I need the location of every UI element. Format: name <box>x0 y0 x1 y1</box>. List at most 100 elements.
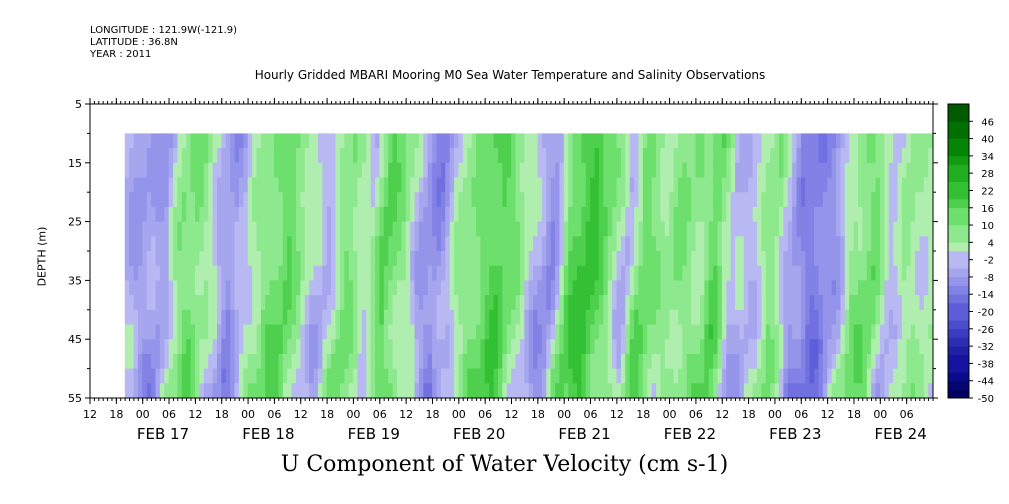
heatmap-cell <box>805 383 811 399</box>
heatmap-cell <box>612 221 617 237</box>
heatmap-cell <box>519 339 525 355</box>
heatmap-cell <box>901 148 907 164</box>
heatmap-cell <box>230 221 235 237</box>
heatmap-cell <box>686 265 692 281</box>
heatmap-cell <box>563 295 569 311</box>
heatmap-cell <box>805 206 811 222</box>
heatmap-cell <box>203 280 209 296</box>
heatmap-cell <box>572 383 578 399</box>
heatmap-cell <box>607 236 613 252</box>
heatmap-cell <box>770 133 775 149</box>
heatmap-cell <box>247 177 253 193</box>
heatmap-cell <box>124 162 130 178</box>
heatmap-cell <box>695 324 701 340</box>
heatmap-cell <box>563 353 569 369</box>
heatmap-cell <box>871 324 876 340</box>
heatmap-cell <box>410 177 415 193</box>
colorbar-swatch <box>948 216 969 226</box>
heatmap-cell <box>344 339 350 355</box>
heatmap-cell <box>151 339 156 355</box>
heatmap-cell <box>379 148 385 164</box>
heatmap-cell <box>774 251 780 267</box>
heatmap-cell <box>546 309 552 325</box>
heatmap-cell <box>260 177 266 193</box>
heatmap-cell <box>656 221 661 237</box>
heatmap-cell <box>291 148 297 164</box>
heatmap-cell <box>366 339 372 355</box>
heatmap-cell <box>195 280 200 296</box>
heatmap-cell <box>919 148 925 164</box>
heatmap-cell <box>436 280 442 296</box>
heatmap-cell <box>721 383 727 399</box>
heatmap-cell <box>695 251 701 267</box>
heatmap-cell <box>379 236 385 252</box>
heatmap-cell <box>748 295 754 311</box>
heatmap-cell <box>713 353 718 369</box>
heatmap-cell <box>550 236 556 252</box>
heatmap-cell <box>726 236 732 252</box>
heatmap-cell <box>177 383 183 399</box>
heatmap-cell <box>471 324 477 340</box>
heatmap-cell <box>770 251 775 267</box>
heatmap-cell <box>664 162 670 178</box>
heatmap-cell <box>840 162 846 178</box>
heatmap-cell <box>893 295 898 311</box>
heatmap-cell <box>682 177 688 193</box>
heatmap-cell <box>831 295 837 311</box>
heatmap-cell <box>717 324 723 340</box>
heatmap-cell <box>598 221 604 237</box>
heatmap-cell <box>379 324 385 340</box>
heatmap-cell <box>625 236 631 252</box>
heatmap-cell <box>721 309 727 325</box>
heatmap-cell <box>581 265 587 281</box>
heatmap-cell <box>563 324 569 340</box>
heatmap-cell <box>910 368 916 384</box>
heatmap-cell <box>344 383 350 399</box>
heatmap-cell <box>432 353 437 369</box>
heatmap-cell <box>370 339 376 355</box>
heatmap-cell <box>884 280 890 296</box>
heatmap-cell <box>550 309 556 325</box>
heatmap-cell <box>822 133 828 149</box>
heatmap-cell <box>287 251 293 267</box>
heatmap-cell <box>208 251 213 267</box>
heatmap-cell <box>858 192 863 208</box>
heatmap-cell <box>906 368 912 384</box>
heatmap-cell <box>484 295 490 311</box>
heatmap-cell <box>414 148 420 164</box>
heatmap-cell <box>691 295 696 311</box>
heatmap-cell <box>348 251 354 267</box>
heatmap-cell <box>901 339 907 355</box>
heatmap-cell <box>234 177 240 193</box>
heatmap-cell <box>309 280 314 296</box>
heatmap-cell <box>541 353 547 369</box>
heatmap-cell <box>142 192 148 208</box>
heatmap-cell <box>752 162 758 178</box>
heatmap-cell <box>888 324 894 340</box>
heatmap-cell <box>260 148 266 164</box>
heatmap-cell <box>598 353 604 369</box>
heatmap-cell <box>664 309 670 325</box>
heatmap-cell <box>260 192 266 208</box>
heatmap-cell <box>888 368 894 384</box>
heatmap-cell <box>528 280 534 296</box>
heatmap-cell <box>418 368 424 384</box>
heatmap-cell <box>493 324 499 340</box>
heatmap-cell <box>634 324 639 340</box>
heatmap-cell <box>322 251 328 267</box>
heatmap-cell <box>770 206 775 222</box>
heatmap-cell <box>739 206 745 222</box>
heatmap-cell <box>901 177 907 193</box>
heatmap-cell <box>357 148 363 164</box>
heatmap-cell <box>449 353 455 369</box>
heatmap-cell <box>836 309 841 325</box>
heatmap-cell <box>221 206 227 222</box>
heatmap-cell <box>392 280 398 296</box>
heatmap-cell <box>695 383 701 399</box>
heatmap-cell <box>598 206 604 222</box>
heatmap-cell <box>497 251 503 267</box>
heatmap-cell <box>124 206 130 222</box>
heatmap-cell <box>638 221 644 237</box>
heatmap-cell <box>875 353 881 369</box>
heatmap-cell <box>335 383 341 399</box>
